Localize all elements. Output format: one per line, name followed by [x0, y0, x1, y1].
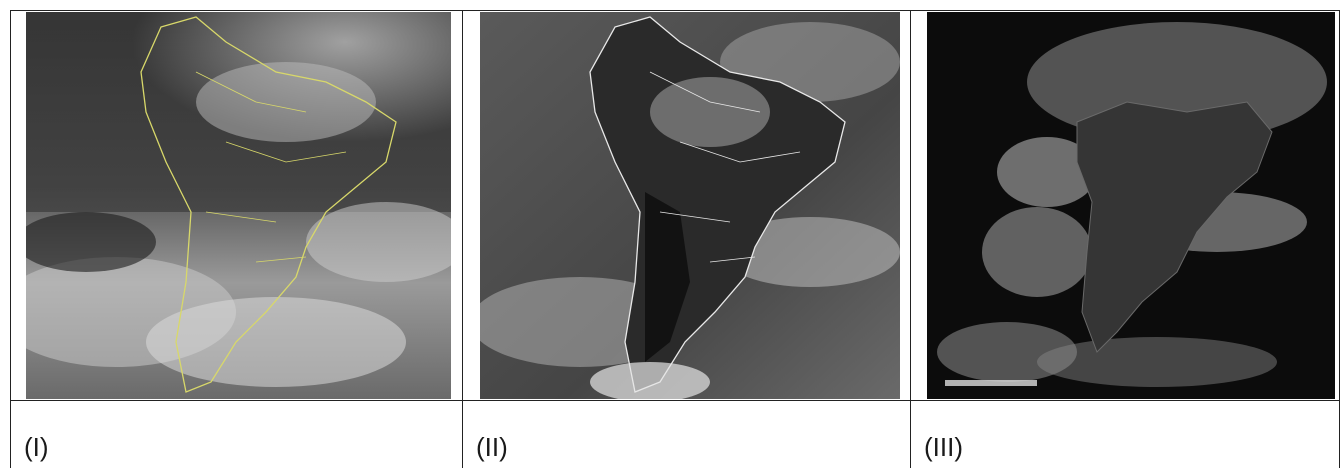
table-divider-2 — [910, 10, 911, 468]
table-row-divider — [10, 400, 1340, 401]
table-border-right — [1339, 10, 1340, 468]
caption-panel-1: (I) — [24, 432, 49, 462]
caption-panel-2: (II) — [476, 432, 508, 462]
table-border-left — [10, 10, 11, 468]
figure-table: (I) (II) (III) — [10, 10, 1340, 468]
caption-panel-3: (III) — [924, 432, 963, 462]
table-border-top — [10, 10, 1340, 11]
satellite-image-2 — [480, 12, 900, 399]
satellite-image-1 — [26, 12, 451, 399]
table-divider-1 — [462, 10, 463, 468]
satellite-image-3 — [927, 12, 1335, 399]
